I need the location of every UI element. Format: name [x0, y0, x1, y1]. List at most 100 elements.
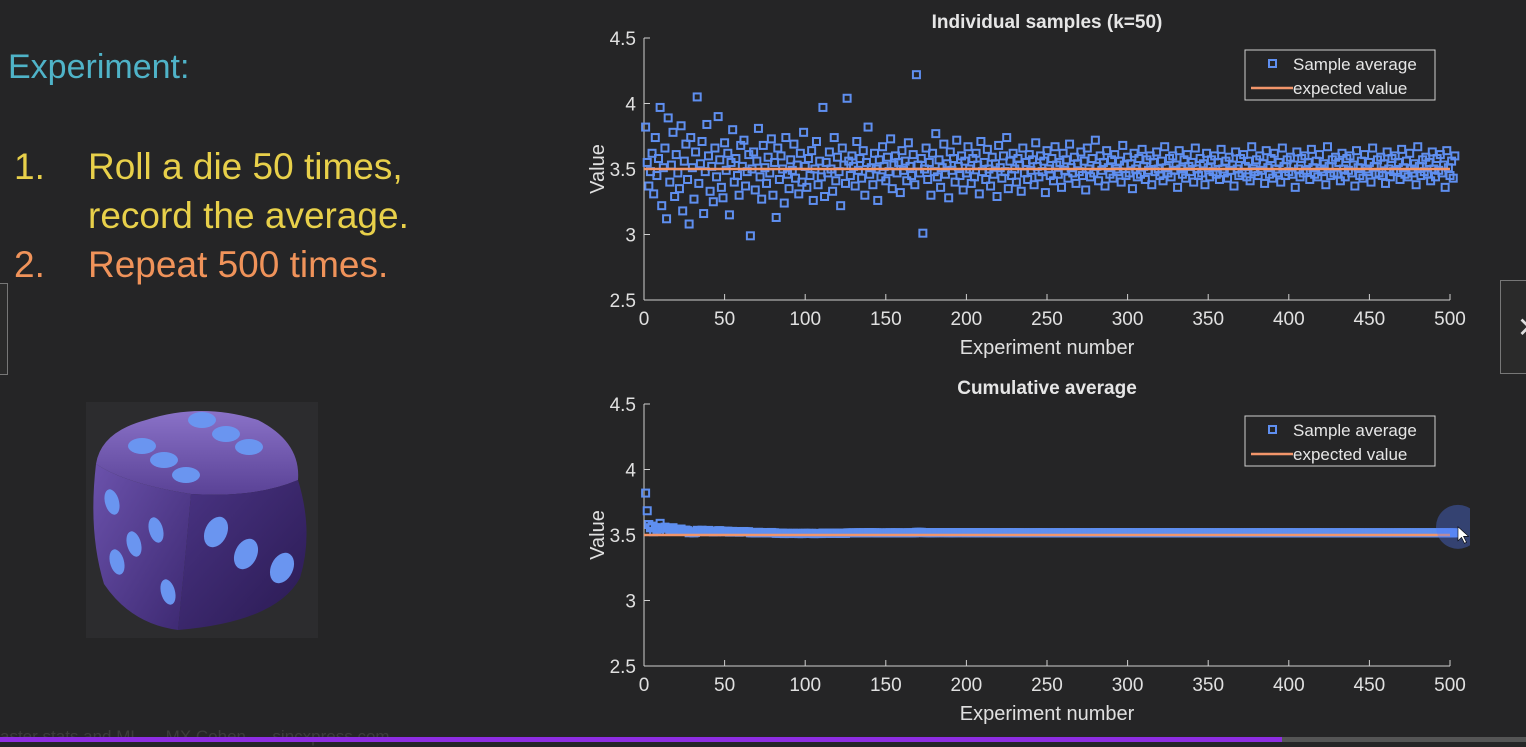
sample-point: [1082, 143, 1092, 153]
step-1-line-1: Roll a die 50 times,: [88, 146, 403, 187]
sample-point: [644, 181, 654, 191]
sample-point: [642, 157, 652, 167]
sample-point: [1126, 159, 1136, 169]
sample-point: [689, 194, 699, 204]
sample-point: [1427, 147, 1437, 157]
steps-list: 1. Roll a die 50 times, record the avera…: [14, 142, 409, 289]
sample-point: [1360, 150, 1370, 160]
sample-point: [897, 146, 907, 156]
sample-point: [1160, 142, 1170, 152]
sample-point: [1110, 150, 1120, 160]
sample-point: [1189, 177, 1199, 187]
sample-point: [1216, 144, 1226, 154]
sample-point: [650, 133, 660, 143]
sample-point: [1405, 148, 1415, 158]
cumulative-point: [642, 506, 652, 516]
video-progress-fill: [0, 737, 1282, 742]
sample-point: [718, 193, 728, 203]
sample-point: [998, 151, 1008, 161]
sample-point: [1245, 176, 1255, 186]
y-tick-label: 3.5: [610, 160, 636, 181]
sample-point: [691, 147, 701, 157]
close-icon[interactable]: ✕: [1517, 311, 1526, 344]
x-tick-label: 150: [870, 309, 902, 330]
sample-point: [976, 136, 986, 146]
step-1-number: 1.: [14, 146, 45, 187]
x-tick-label: 250: [1031, 309, 1063, 330]
sample-point: [1161, 163, 1171, 173]
sample-point: [1048, 176, 1058, 186]
legend-sample-marker: [1268, 59, 1277, 68]
sample-point: [903, 138, 913, 148]
sample-point: [1127, 184, 1137, 194]
x-axis-label: Experiment number: [960, 337, 1135, 359]
sample-point: [1214, 174, 1224, 184]
sample-point: [1039, 156, 1049, 166]
sample-point: [789, 139, 799, 149]
chart-title: Individual samples (k=50): [932, 12, 1163, 33]
sample-point: [1413, 142, 1423, 152]
sample-point: [663, 113, 673, 123]
sample-point: [784, 184, 794, 194]
sample-point: [705, 186, 715, 196]
sample-point: [1213, 157, 1223, 167]
sample-point: [971, 148, 981, 158]
sample-point: [763, 152, 773, 162]
sample-point: [847, 151, 857, 161]
sample-point: [1011, 177, 1021, 187]
sample-point: [1168, 151, 1178, 161]
sample-point: [842, 93, 852, 103]
sample-point: [649, 189, 659, 199]
sample-point: [720, 138, 730, 148]
sample-point: [868, 180, 878, 190]
x-tick-label: 0: [639, 309, 650, 330]
sample-point: [683, 174, 693, 184]
sample-point: [712, 172, 722, 182]
sample-point: [1108, 173, 1118, 183]
sample-point: [963, 142, 973, 152]
sample-point: [1305, 174, 1315, 184]
sample-point: [773, 143, 783, 153]
sample-point: [687, 163, 697, 173]
sample-point: [1393, 157, 1403, 167]
sample-point: [958, 185, 968, 195]
sample-point: [1057, 182, 1067, 192]
legend-sample-label: Sample average: [1293, 55, 1417, 74]
sample-point: [808, 195, 818, 205]
right-nav-tab[interactable]: ✕: [1500, 280, 1526, 374]
sample-point: [974, 189, 984, 199]
sample-point: [1018, 143, 1028, 153]
step-1-line-2: record the average.: [88, 195, 409, 236]
sample-point: [1231, 147, 1241, 157]
sample-point: [1002, 133, 1012, 143]
sample-point: [895, 188, 905, 198]
sample-point: [1450, 151, 1460, 161]
sample-point: [1442, 146, 1452, 156]
x-tick-label: 500: [1434, 675, 1466, 696]
sample-point: [820, 192, 830, 202]
sample-point: [670, 192, 680, 202]
sample-point: [1077, 171, 1087, 181]
sample-point: [866, 163, 876, 173]
y-tick-label: 3.5: [610, 526, 636, 547]
sample-point: [1031, 138, 1041, 148]
left-nav-tab[interactable]: [0, 283, 8, 375]
sample-point: [676, 121, 686, 131]
sample-point: [818, 102, 828, 112]
video-progress-bar[interactable]: [0, 737, 1526, 742]
sample-point: [708, 197, 718, 207]
x-tick-label: 250: [1031, 675, 1063, 696]
sample-point: [850, 181, 860, 191]
y-tick-label: 4: [625, 95, 636, 116]
sample-point: [1247, 142, 1257, 152]
sample-point: [1292, 147, 1302, 157]
sample-point: [679, 156, 689, 166]
sample-point: [678, 206, 688, 216]
sample-point: [857, 173, 867, 183]
sample-point: [1016, 186, 1026, 196]
sample-point: [684, 219, 694, 229]
sample-point: [942, 159, 952, 169]
sample-point: [1200, 180, 1210, 190]
x-tick-label: 50: [714, 309, 735, 330]
sample-point: [654, 154, 664, 164]
